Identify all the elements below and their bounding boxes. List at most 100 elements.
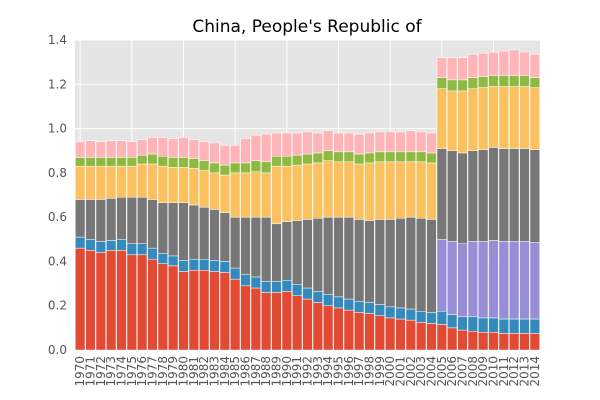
bar-segment-series-6: [354, 153, 365, 165]
x-tick-label: 2006: [445, 356, 459, 387]
bar-segment-series-6: [147, 153, 158, 165]
bar-segment-series-2: [219, 261, 230, 273]
bar-segment-series-2: [343, 298, 354, 311]
bar-segment-series-6: [230, 162, 241, 174]
bar-segment-series-2: [467, 316, 478, 332]
bar-segment-series-2: [137, 243, 148, 256]
x-tick-label: 1977: [146, 356, 160, 387]
bar-stack-1991: [292, 132, 303, 351]
bar-stack-1990: [281, 132, 292, 351]
bar-segment-series-1: [137, 254, 148, 351]
bar-segment-series-4: [147, 199, 158, 249]
bar-segment-series-7: [467, 54, 478, 78]
bar-segment-series-4: [519, 148, 530, 242]
bar-segment-series-3: [498, 241, 509, 320]
bar-segment-series-6: [75, 157, 86, 167]
bar-segment-series-2: [498, 318, 509, 334]
bar-segment-series-5: [323, 160, 334, 218]
bar-segment-series-5: [509, 86, 520, 149]
bar-segment-series-4: [250, 216, 261, 278]
bar-segment-series-7: [178, 137, 189, 158]
bar-segment-series-7: [199, 141, 210, 161]
bar-segment-series-7: [488, 51, 499, 76]
bar-segment-series-7: [385, 131, 396, 153]
bar-segment-series-5: [447, 90, 458, 151]
bar-segment-series-7: [188, 139, 199, 159]
bar-stack-1973: [106, 140, 117, 351]
bar-segment-series-1: [416, 322, 427, 351]
bar-segment-series-4: [209, 209, 220, 261]
bar-segment-series-5: [230, 172, 241, 218]
bar-stack-1995: [333, 132, 344, 351]
bar-stack-1988: [261, 133, 272, 351]
bar-segment-series-1: [281, 291, 292, 351]
y-tick-label: 0.4: [48, 254, 67, 268]
bar-segment-series-5: [147, 163, 158, 200]
bar-segment-series-6: [323, 150, 334, 161]
bar-segment-series-4: [333, 216, 344, 298]
bar-segment-series-4: [457, 152, 468, 244]
x-tick-label: 1994: [321, 356, 335, 387]
x-tick-label: 1989: [270, 356, 284, 387]
bar-segment-series-6: [188, 158, 199, 169]
bar-segment-series-1: [385, 317, 396, 351]
bar-segment-series-6: [178, 157, 189, 168]
bar-segment-series-2: [416, 311, 427, 323]
bar-segment-series-5: [106, 165, 117, 199]
x-tick-label: 1991: [290, 356, 304, 387]
bar-segment-series-5: [75, 165, 86, 200]
bar-segment-series-6: [333, 151, 344, 163]
bar-segment-series-6: [250, 160, 261, 173]
bar-segment-series-6: [157, 156, 168, 167]
bar-segment-series-5: [188, 168, 199, 206]
bar-segment-series-5: [302, 163, 313, 220]
bar-segment-series-7: [75, 141, 86, 158]
bar-segment-series-4: [271, 223, 282, 282]
bar-segment-series-4: [374, 219, 385, 305]
bar-segment-series-4: [467, 150, 478, 242]
x-tick-label: 1985: [228, 356, 242, 387]
bar-segment-series-7: [85, 140, 96, 158]
x-tick-label: 2004: [425, 356, 439, 387]
bar-segment-series-6: [168, 157, 179, 168]
bar-stack-1983: [209, 142, 220, 351]
bar-segment-series-4: [405, 216, 416, 310]
bar-stack-2006: [447, 57, 458, 351]
bar-stack-2009: [478, 53, 489, 351]
bar-segment-series-4: [436, 148, 447, 240]
bar-segment-series-1: [405, 319, 416, 351]
bar-segment-series-2: [426, 312, 437, 324]
bar-segment-series-7: [230, 144, 241, 164]
bar-segment-series-4: [178, 202, 189, 261]
bar-segment-series-1: [261, 292, 272, 351]
bar-segment-series-6: [281, 156, 292, 167]
bar-segment-series-4: [168, 202, 179, 257]
bar-segment-series-4: [157, 202, 168, 254]
bar-segment-series-6: [436, 77, 447, 89]
bar-segment-series-5: [343, 161, 354, 218]
bar-segment-series-1: [230, 278, 241, 351]
bar-stack-2003: [416, 131, 427, 351]
bar-segment-series-6: [457, 79, 468, 92]
bar-segment-series-6: [292, 154, 303, 166]
bar-segment-series-5: [364, 162, 375, 221]
bar-segment-series-2: [240, 274, 251, 287]
bar-segment-series-2: [281, 280, 292, 292]
bar-segment-series-1: [147, 258, 158, 351]
bar-segment-series-3: [478, 241, 489, 319]
bar-segment-series-4: [85, 199, 96, 240]
x-tick-label: 2005: [435, 356, 449, 387]
bar-segment-series-6: [447, 79, 458, 92]
bar-segment-series-1: [75, 247, 86, 351]
bar-segment-series-2: [519, 318, 530, 334]
bar-segment-series-1: [240, 285, 251, 351]
bar-segment-series-2: [323, 294, 334, 306]
bar-segment-series-6: [261, 161, 272, 174]
bar-segment-series-2: [354, 301, 365, 313]
bar-segment-series-5: [126, 165, 137, 198]
bar-segment-series-4: [106, 198, 117, 241]
bar-segment-series-1: [157, 263, 168, 351]
bar-segment-series-5: [292, 164, 303, 221]
bar-segment-series-5: [519, 86, 530, 149]
